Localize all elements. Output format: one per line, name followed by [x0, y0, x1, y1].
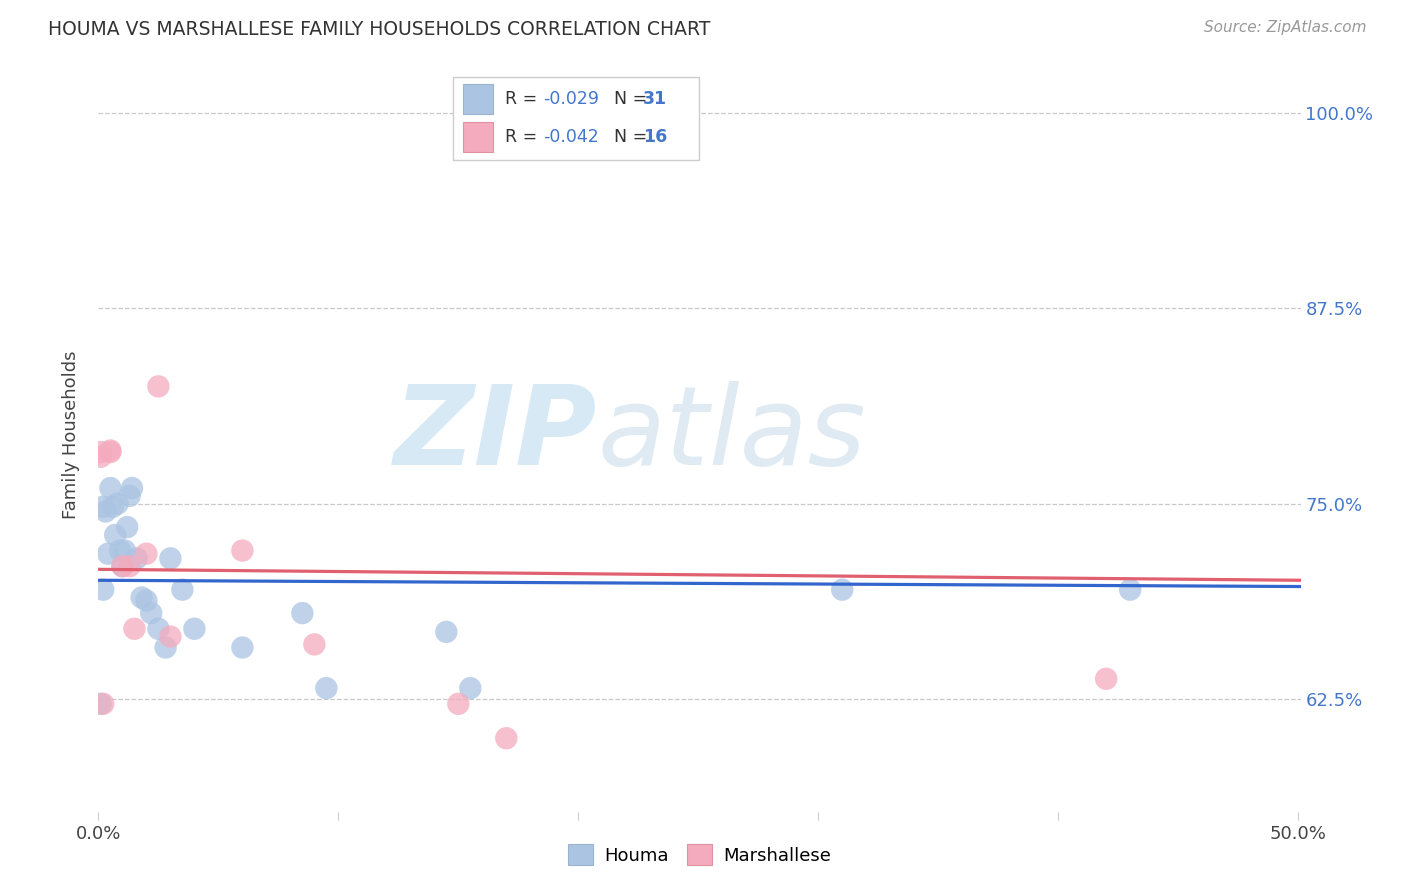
Text: N =: N =: [603, 90, 652, 108]
Point: [131, 591, 153, 605]
Point: [111, 559, 134, 574]
Point: [90, 450, 112, 464]
Text: N =: N =: [603, 128, 652, 146]
Point: [114, 543, 136, 558]
Point: [159, 630, 181, 644]
Point: [148, 379, 170, 393]
Point: [115, 520, 138, 534]
Point: [460, 681, 482, 696]
Text: 31: 31: [643, 90, 666, 108]
Point: [118, 559, 141, 574]
Point: [124, 622, 146, 636]
Point: [1095, 672, 1118, 686]
Text: R =: R =: [505, 90, 543, 108]
Point: [111, 559, 134, 574]
Point: [121, 481, 143, 495]
Point: [231, 640, 253, 655]
Point: [315, 681, 337, 696]
FancyBboxPatch shape: [453, 77, 700, 160]
Text: 16: 16: [643, 128, 668, 146]
Point: [172, 582, 194, 597]
Bar: [463, 122, 492, 153]
Point: [97, 547, 120, 561]
Point: [100, 445, 122, 459]
Point: [100, 481, 122, 495]
Point: [107, 497, 129, 511]
Point: [1119, 582, 1142, 597]
Point: [447, 697, 470, 711]
Legend: Houma, Marshallese: Houma, Marshallese: [560, 836, 839, 874]
Point: [104, 528, 127, 542]
Text: Source: ZipAtlas.com: Source: ZipAtlas.com: [1204, 20, 1367, 35]
Text: -0.042: -0.042: [543, 128, 599, 146]
Point: [155, 640, 177, 655]
Point: [434, 624, 457, 639]
Point: [141, 606, 163, 620]
Text: ZIP: ZIP: [394, 382, 598, 488]
Point: [135, 593, 157, 607]
Point: [125, 551, 148, 566]
Point: [108, 543, 131, 558]
Text: R =: R =: [505, 128, 543, 146]
Point: [91, 500, 114, 514]
Point: [148, 622, 170, 636]
Point: [118, 489, 141, 503]
Point: [183, 622, 205, 636]
Point: [159, 551, 181, 566]
Point: [231, 543, 253, 558]
Point: [100, 443, 122, 458]
Point: [135, 547, 157, 561]
Y-axis label: Family Households: Family Households: [62, 351, 80, 519]
Point: [91, 582, 114, 597]
Point: [91, 697, 114, 711]
Point: [94, 504, 117, 518]
Text: HOUMA VS MARSHALLESE FAMILY HOUSEHOLDS CORRELATION CHART: HOUMA VS MARSHALLESE FAMILY HOUSEHOLDS C…: [48, 20, 710, 38]
Point: [831, 582, 853, 597]
Point: [495, 731, 517, 746]
Point: [291, 606, 314, 620]
Point: [304, 637, 326, 651]
Point: [90, 445, 112, 459]
Text: -0.029: -0.029: [543, 90, 599, 108]
Point: [101, 500, 124, 514]
Point: [90, 697, 112, 711]
Text: atlas: atlas: [598, 382, 866, 488]
Bar: [463, 84, 492, 114]
